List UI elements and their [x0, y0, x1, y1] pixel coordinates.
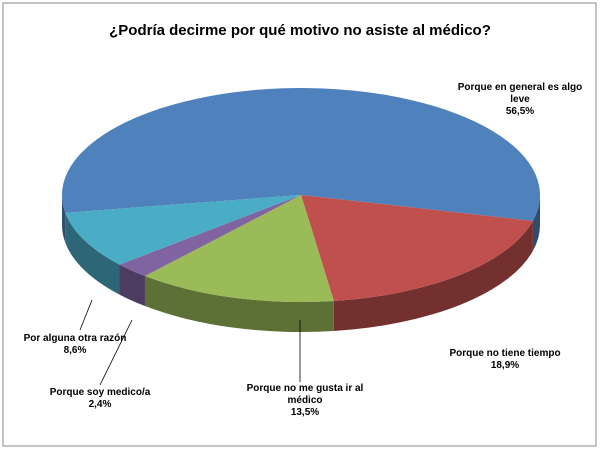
category-label: Porque no tiene tiempo [449, 348, 561, 359]
slice-label: Por alguna otra razón 8,6% [5, 333, 145, 357]
slice-label: Porque soy medico/a 2,4% [40, 387, 160, 411]
slice-label: Porque en general es algo leve 56,5% [455, 82, 585, 118]
slice [301, 195, 533, 301]
slice-side [144, 276, 334, 332]
category-label: Por alguna otra razón [23, 333, 127, 344]
slice-side [333, 220, 533, 331]
slice [61, 87, 540, 221]
slice-side [65, 212, 120, 295]
value-label: 8,6% [63, 345, 87, 356]
slice [65, 195, 301, 265]
value-label: 18,9% [490, 360, 520, 371]
category-label: Porque no me gusta ir al médico [246, 383, 364, 406]
tops [61, 87, 540, 302]
sides [62, 195, 540, 332]
slice [119, 195, 301, 277]
leader-line [99, 319, 133, 386]
slice-side [119, 264, 145, 307]
category-label: Porque en general es algo leve [457, 82, 583, 105]
value-label: 2,4% [88, 399, 112, 410]
slice-side [532, 195, 540, 251]
leaders [79, 299, 301, 386]
slice-side [62, 195, 66, 243]
value-label: 13,5% [290, 407, 320, 418]
slice [144, 195, 334, 302]
category-label: Porque soy medico/a [49, 387, 151, 398]
slice-label: Porque no tiene tiempo 18,9% [440, 348, 570, 372]
value-label: 56,5% [505, 106, 535, 117]
slice-label: Porque no me gusta ir al médico 13,5% [245, 383, 365, 419]
chart-title: ¿Podría decirme por qué motivo no asiste… [109, 22, 491, 39]
leader-line [79, 299, 93, 331]
